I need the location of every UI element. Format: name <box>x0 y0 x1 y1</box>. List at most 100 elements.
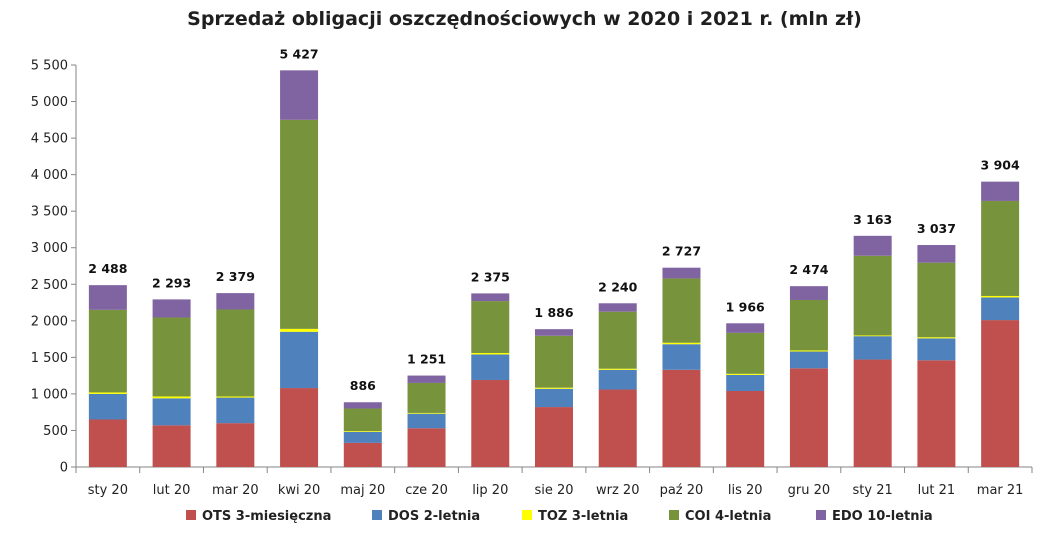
x-tick-label: paź 20 <box>660 483 704 498</box>
bar-segment <box>789 299 828 351</box>
bar-segment <box>981 200 1020 296</box>
bar-total-label: 3 163 <box>853 212 892 227</box>
x-tick-label: kwi 20 <box>278 483 320 498</box>
bar-segment <box>853 359 892 467</box>
y-tick-label: 500 <box>43 424 68 439</box>
y-tick-label: 4 500 <box>31 132 68 147</box>
legend-entry-label: OTS 3-miesięczna <box>202 509 331 524</box>
bar-segment <box>789 351 828 369</box>
bar-segment <box>152 425 191 467</box>
bar-segment <box>216 396 255 398</box>
x-tick-label: gru 20 <box>788 483 831 498</box>
bar-total-label: 2 727 <box>662 244 701 259</box>
bar-segment <box>152 398 191 426</box>
x-tick-label: sie 20 <box>534 483 573 498</box>
x-tick-label: lut 21 <box>918 483 956 498</box>
y-tick-label: 5 000 <box>31 95 68 110</box>
bar-segment <box>343 442 382 467</box>
bar-total-label: 3 037 <box>917 221 956 236</box>
x-tick-label: wrz 20 <box>596 483 639 498</box>
bar-segment <box>88 309 127 393</box>
y-tick-label: 3 000 <box>31 241 68 256</box>
bar-segment <box>88 393 127 420</box>
bar-total-label: 1 886 <box>534 305 573 320</box>
bar-segment <box>981 295 1020 298</box>
bar-segment <box>216 423 255 467</box>
bar-segment <box>216 397 255 424</box>
bar-segment <box>280 328 319 332</box>
bar-segment <box>917 360 956 467</box>
bar-total-label: 2 240 <box>598 279 637 294</box>
legend-entry-label: TOZ 3-letnia <box>538 509 628 524</box>
bar-segment <box>343 402 382 409</box>
y-tick-label: 3 500 <box>31 205 68 220</box>
bar-segment <box>917 262 956 338</box>
legend-swatch <box>522 510 532 520</box>
bar-segment <box>598 389 637 467</box>
bar-segment <box>726 332 765 374</box>
bar-segment <box>88 419 127 467</box>
bar-segment <box>280 388 319 467</box>
chart-title: Sprzedaż obligacji oszczędnościowych w 2… <box>187 8 862 30</box>
bar-segment <box>407 375 446 383</box>
bar-segment <box>662 342 701 345</box>
bar-segment <box>598 369 637 390</box>
bar-segment <box>280 70 319 120</box>
bar-segment <box>726 323 765 333</box>
bar-segment <box>535 387 573 389</box>
bar-segment <box>407 382 446 413</box>
y-tick-label: 2 500 <box>31 278 68 293</box>
bar-segment <box>917 245 956 263</box>
bar-segment <box>152 317 191 397</box>
bar-total-label: 2 379 <box>216 269 255 284</box>
bar-total-label: 1 966 <box>726 299 765 314</box>
bar-segment <box>917 338 956 361</box>
y-tick-label: 2 000 <box>31 314 68 329</box>
bar-segment <box>535 335 573 388</box>
legend-swatch <box>669 510 679 520</box>
bar-segment <box>88 285 127 310</box>
bar-segment <box>216 293 255 310</box>
legend-entry-label: EDO 10-letnia <box>832 509 933 524</box>
x-tick-label: lut 20 <box>153 483 191 498</box>
bar-segment <box>662 369 701 467</box>
bar-segment <box>598 368 637 370</box>
bar-segment <box>853 335 892 337</box>
bar-segment <box>535 329 573 336</box>
legend-swatch <box>372 510 382 520</box>
bar-segment <box>471 354 510 381</box>
legend-entry-label: COI 4-letnia <box>685 509 771 524</box>
x-tick-label: lip 20 <box>472 483 508 498</box>
bar-segment <box>471 380 510 467</box>
x-tick-label: lis 20 <box>728 483 763 498</box>
bar-segment <box>981 320 1020 467</box>
bar-segment <box>598 311 637 369</box>
bar-segment <box>280 331 319 389</box>
legend-swatch <box>186 510 196 520</box>
bar-segment <box>88 392 127 394</box>
y-tick-label: 1 000 <box>31 387 68 402</box>
bar-segment <box>789 368 828 467</box>
bar-segment <box>853 255 892 336</box>
legend-swatch <box>816 510 826 520</box>
y-tick-label: 4 000 <box>31 168 68 183</box>
bar-segment <box>981 181 1020 201</box>
bar-segment <box>471 293 510 302</box>
bar-total-label: 5 427 <box>279 46 318 61</box>
bar-segment <box>407 413 446 429</box>
y-tick-label: 0 <box>60 461 68 476</box>
x-tick-label: sty 21 <box>853 483 893 498</box>
bar-total-label: 2 488 <box>88 261 127 276</box>
x-tick-label: sty 20 <box>88 483 128 498</box>
x-tick-label: mar 21 <box>977 483 1024 498</box>
bar-segment <box>789 286 828 300</box>
bar-segment <box>343 431 382 432</box>
bar-segment <box>152 299 191 318</box>
bar-total-label: 2 474 <box>789 262 828 277</box>
bar-total-label: 2 293 <box>152 275 191 290</box>
bar-segment <box>343 431 382 443</box>
bar-segment <box>853 336 892 360</box>
bar-segment <box>280 119 319 329</box>
